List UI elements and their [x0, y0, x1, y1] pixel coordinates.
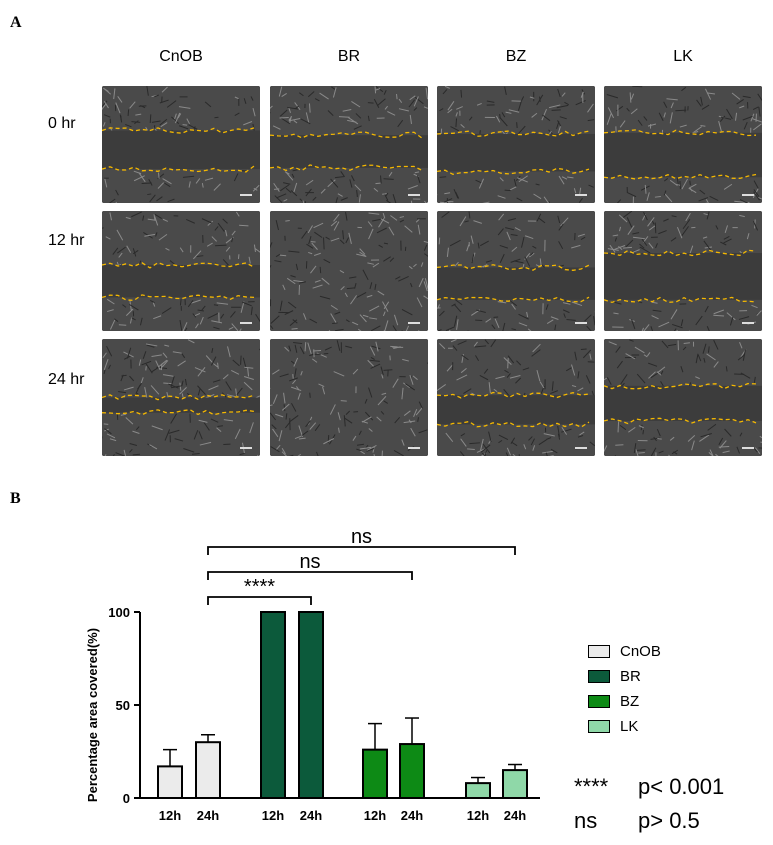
- x-tick-label-bz-24h: 24h: [401, 808, 423, 823]
- column-label-bz: BZ: [505, 48, 527, 65]
- bar-cnob-24h: [195, 741, 221, 799]
- micrograph-lk-12hr: [604, 211, 762, 331]
- sig-symbol-stars: ****: [574, 774, 609, 799]
- legend-label-lk: LK: [620, 718, 639, 735]
- comparison-bracket-1: [207, 571, 413, 580]
- micrograph-br-24hr: [270, 339, 428, 456]
- legend-item-bz: BZ: [588, 693, 738, 713]
- y-tick-label-100: 100: [108, 605, 130, 620]
- x-tick-label-bz-12h: 12h: [364, 808, 386, 823]
- legend-swatch-bz: [588, 695, 610, 708]
- legend-label-br: BR: [620, 668, 641, 685]
- column-label-br: BR: [337, 48, 361, 65]
- bar-cnob-12h: [157, 765, 183, 800]
- legend-item-br: BR: [588, 668, 738, 688]
- x-tick-label-lk-12h: 12h: [467, 808, 489, 823]
- bar-bz-24h: [399, 743, 425, 799]
- micrograph-bz-0hr: [437, 86, 595, 203]
- legend-swatch-br: [588, 670, 610, 683]
- micrograph-lk-0hr: [604, 86, 762, 203]
- x-tick-label-br-24h: 24h: [300, 808, 322, 823]
- micrograph-cnob-12hr: [102, 211, 260, 331]
- comparison-label-2: ns: [351, 526, 372, 548]
- micrograph-bz-24hr: [437, 339, 595, 456]
- sig-meaning-stars: p< 0.001: [638, 774, 725, 799]
- comparison-bracket-0: [207, 596, 312, 605]
- row-label-0hr: 0 hr: [48, 115, 76, 132]
- bar-lk-24h: [502, 769, 528, 800]
- comparison-label-1: ns: [299, 551, 320, 573]
- sig-symbol-ns: ns: [574, 808, 598, 833]
- micrograph-br-0hr: [270, 86, 428, 203]
- legend-swatch-cnob: [588, 645, 610, 658]
- legend-item-lk: LK: [588, 718, 738, 738]
- row-label-12hr: 12 hr: [48, 232, 85, 249]
- micrograph-cnob-24hr: [102, 339, 260, 456]
- legend-label-cnob: CnOB: [620, 643, 661, 660]
- bar-bz-12h: [362, 748, 388, 799]
- x-tick-label-cnob-24h: 24h: [197, 808, 219, 823]
- panel-b-label: B: [10, 490, 21, 507]
- column-label-cnob: CnOB: [159, 48, 203, 65]
- bar-br-24h: [298, 611, 324, 799]
- bar-lk-12h: [465, 782, 491, 799]
- micrograph-bz-12hr: [437, 211, 595, 331]
- y-tick-label-0: 0: [123, 791, 130, 806]
- bar-chart: 0 50 100 Percentage area covered(%) 12h 24h 12…: [85, 526, 540, 823]
- panel-a-label: A: [10, 14, 22, 31]
- bar-br-12h: [260, 611, 286, 799]
- micrograph-lk-24hr: [604, 339, 762, 456]
- x-tick-label-br-12h: 12h: [262, 808, 284, 823]
- y-tick-label-50: 50: [116, 698, 130, 713]
- column-label-lk: LK: [673, 48, 693, 65]
- sig-meaning-ns: p> 0.5: [638, 808, 700, 833]
- legend-label-bz: BZ: [620, 693, 640, 710]
- comparison-label-0: ****: [244, 576, 275, 598]
- x-tick-label-cnob-12h: 12h: [159, 808, 181, 823]
- comparison-bracket-2: [207, 546, 516, 555]
- micrograph-br-12hr: [270, 211, 428, 331]
- legend-item-cnob: CnOB: [588, 643, 738, 663]
- row-label-24hr: 24 hr: [48, 371, 85, 388]
- legend-swatch-lk: [588, 720, 610, 733]
- micrograph-cnob-0hr: [102, 86, 260, 203]
- y-axis-label: Percentage area covered(%): [85, 628, 100, 802]
- x-tick-label-lk-24h: 24h: [504, 808, 526, 823]
